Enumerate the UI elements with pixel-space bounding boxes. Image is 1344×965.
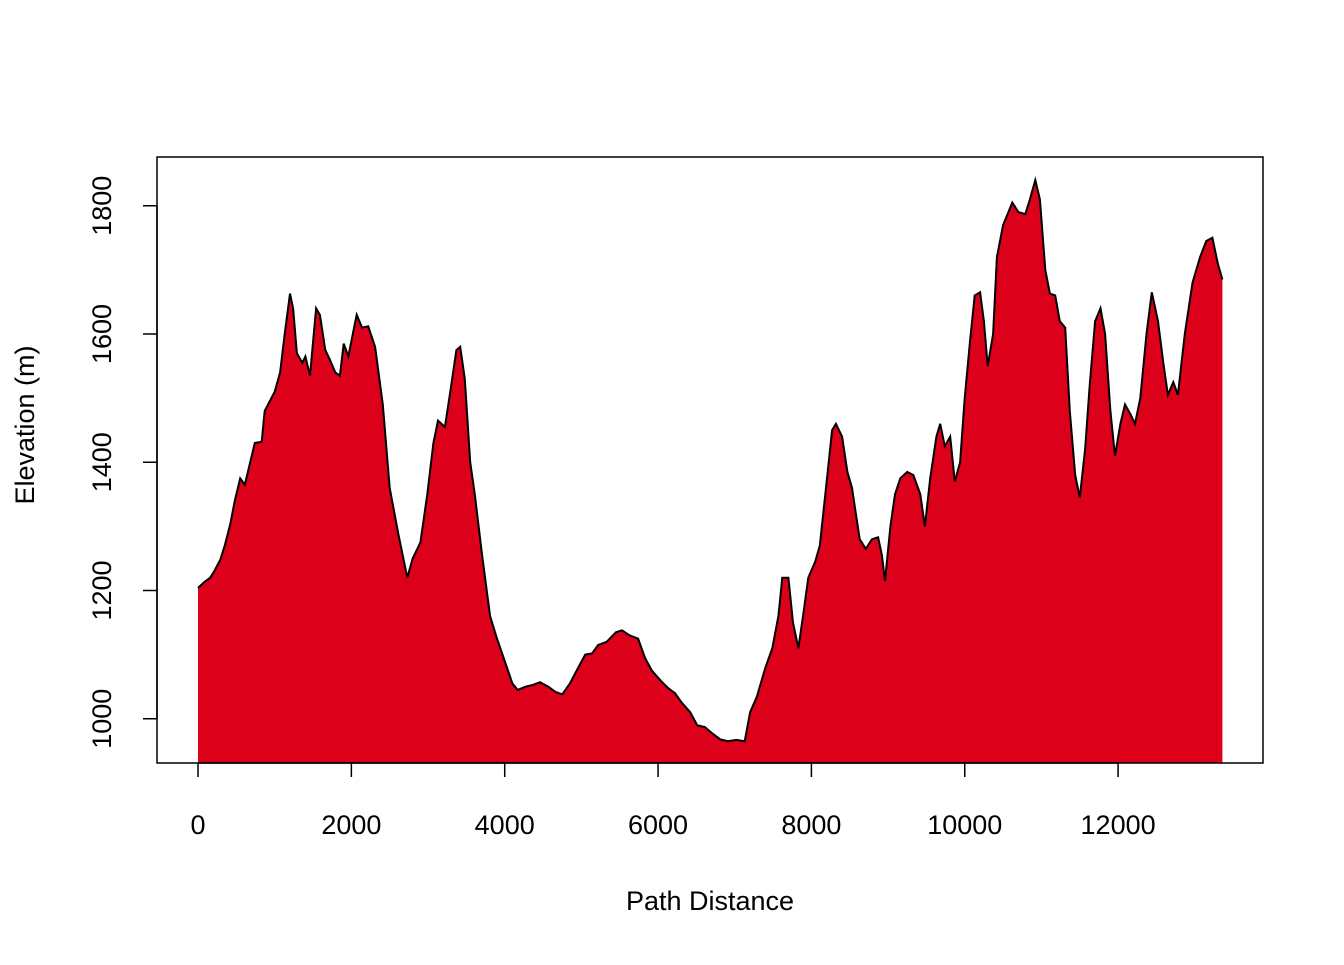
x-tick-label: 10000 (927, 810, 1002, 840)
y-axis-label: Elevation (m) (10, 345, 40, 504)
x-tick-label: 2000 (321, 810, 381, 840)
y-tick-label: 1000 (87, 689, 117, 749)
area-fill (198, 180, 1223, 764)
x-tick-label: 8000 (781, 810, 841, 840)
y-tick-label: 1200 (87, 560, 117, 620)
area-line (197, 176, 1224, 743)
x-tick-label: 6000 (628, 810, 688, 840)
y-tick-label: 1400 (87, 432, 117, 492)
y-tick-label: 1800 (87, 176, 117, 236)
x-tick-label: 0 (191, 810, 206, 840)
x-tick-label: 12000 (1081, 810, 1156, 840)
y-tick-label: 1600 (87, 304, 117, 364)
x-tick-label: 4000 (475, 810, 535, 840)
x-axis-label: Path Distance (626, 886, 794, 916)
